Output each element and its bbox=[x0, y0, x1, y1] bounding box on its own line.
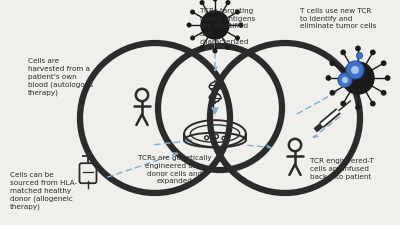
Text: Cells can be
sourced from HLA-
matched healthy
donor (allogeneic
therapy): Cells can be sourced from HLA- matched h… bbox=[10, 172, 77, 210]
Circle shape bbox=[201, 11, 229, 39]
Circle shape bbox=[190, 9, 195, 15]
Circle shape bbox=[342, 62, 374, 94]
Circle shape bbox=[346, 66, 351, 71]
Text: TCRs targeting
tumor antigens
are identified
and
characterized: TCRs targeting tumor antigens are identi… bbox=[200, 8, 255, 45]
Circle shape bbox=[226, 45, 230, 50]
Circle shape bbox=[356, 52, 363, 59]
Text: TCRs are genetically
engineered onto
donor cells and
expanded: TCRs are genetically engineered onto don… bbox=[138, 155, 212, 184]
Circle shape bbox=[238, 22, 244, 27]
Circle shape bbox=[370, 101, 376, 106]
Circle shape bbox=[340, 50, 346, 55]
Circle shape bbox=[235, 35, 240, 40]
Circle shape bbox=[381, 60, 386, 66]
Circle shape bbox=[338, 73, 352, 87]
Text: TCR engineered-T
cells are infused
back into patient: TCR engineered-T cells are infused back … bbox=[310, 158, 374, 180]
Circle shape bbox=[200, 0, 204, 5]
Circle shape bbox=[330, 60, 335, 66]
Circle shape bbox=[355, 105, 361, 110]
Text: Cells are
harvested from a
patient's own
blood (autologous
therapy): Cells are harvested from a patient's own… bbox=[28, 58, 93, 96]
Circle shape bbox=[370, 50, 376, 55]
Circle shape bbox=[355, 45, 361, 51]
Circle shape bbox=[385, 75, 390, 81]
Circle shape bbox=[330, 90, 335, 96]
Circle shape bbox=[342, 77, 348, 83]
Circle shape bbox=[346, 61, 364, 79]
Circle shape bbox=[226, 0, 230, 5]
Circle shape bbox=[186, 22, 192, 27]
Circle shape bbox=[212, 0, 218, 2]
Circle shape bbox=[381, 90, 386, 96]
Circle shape bbox=[200, 45, 204, 50]
Circle shape bbox=[326, 75, 331, 81]
Circle shape bbox=[235, 9, 240, 15]
Circle shape bbox=[212, 48, 218, 53]
Circle shape bbox=[190, 35, 195, 40]
Circle shape bbox=[351, 66, 359, 74]
Text: T cells use new TCR
to identify and
eliminate tumor cells: T cells use new TCR to identify and elim… bbox=[300, 8, 376, 29]
Circle shape bbox=[340, 101, 346, 106]
